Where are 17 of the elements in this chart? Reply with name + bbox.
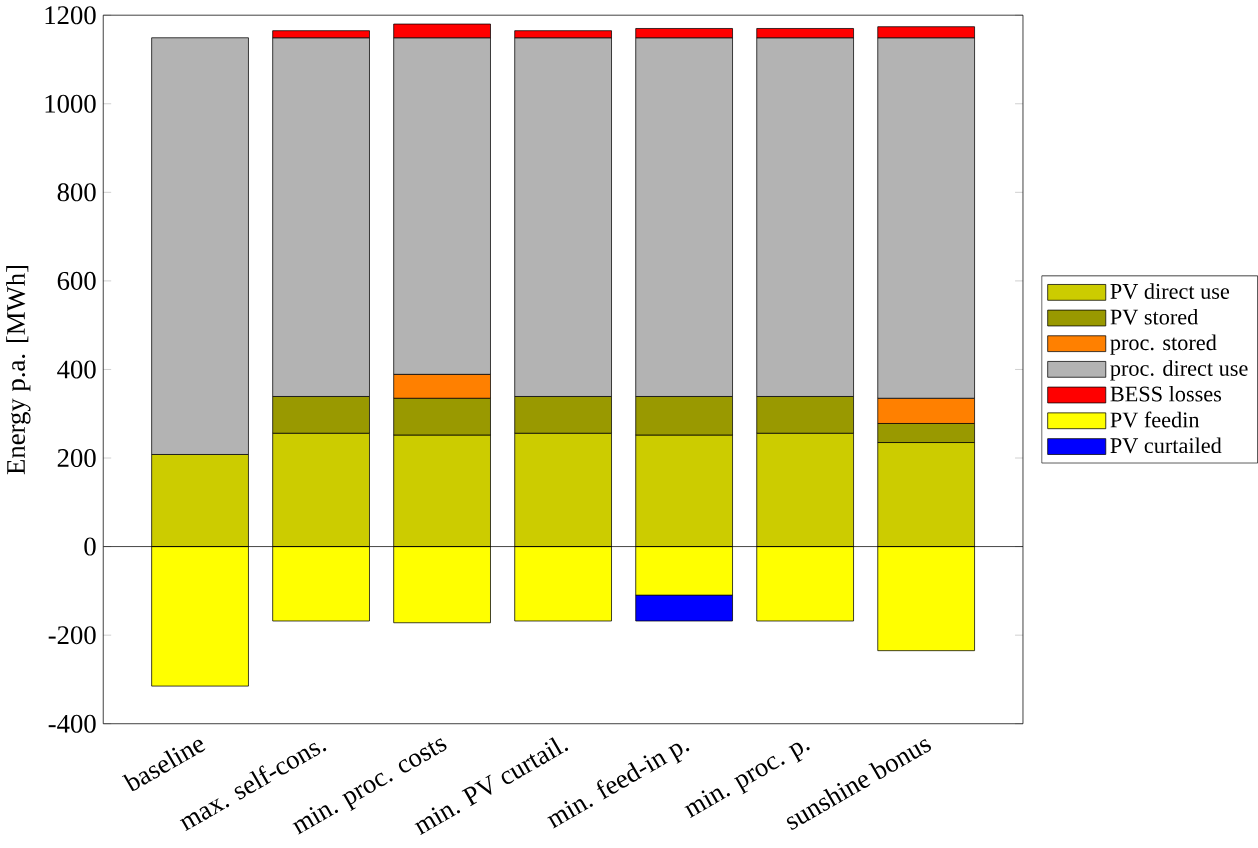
legend-label: PV curtailed — [1110, 437, 1222, 454]
y-tick-label: 600 — [57, 271, 96, 290]
y-tick-label: 200 — [57, 448, 96, 467]
y-tick-label: 1200 — [45, 6, 96, 25]
y-tick-label: -400 — [48, 714, 96, 733]
y-tick-label: 1000 — [45, 94, 96, 113]
legend-label: BESS losses — [1110, 385, 1222, 402]
legend-label: PV feedin — [1110, 411, 1200, 428]
legend-label: PV direct use — [1110, 283, 1230, 299]
y-tick-label: 800 — [57, 183, 96, 202]
legend-label: proc. direct use — [1110, 360, 1248, 381]
y-tick-label: 0 — [84, 537, 96, 556]
y-axis-title: Energy p.a. [MWh] — [6, 265, 31, 475]
legend-label: PV stored — [1110, 308, 1199, 325]
y-tick-label: -200 — [48, 626, 96, 645]
legend-label: proc. stored — [1110, 334, 1217, 355]
y-tick-label: 400 — [57, 360, 96, 379]
